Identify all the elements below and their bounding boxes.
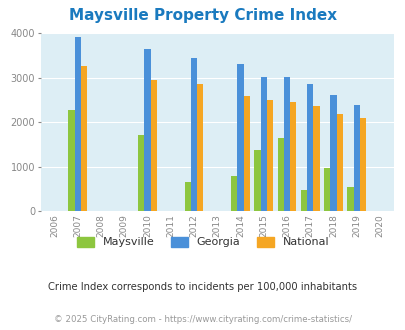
Bar [150,80,156,211]
Bar [283,77,289,211]
Bar [306,84,313,211]
Text: © 2025 CityRating.com - https://www.cityrating.com/crime-statistics/: © 2025 CityRating.com - https://www.city… [54,315,351,324]
Bar [323,168,329,211]
Bar [184,182,190,211]
Bar [230,177,237,211]
Text: Maysville Property Crime Index: Maysville Property Crime Index [69,8,336,23]
Bar [266,100,273,211]
Bar [243,96,249,211]
Bar [138,135,144,211]
Bar [336,114,342,211]
Bar [144,49,150,211]
Bar [75,37,81,211]
Bar [359,118,365,211]
Bar [346,187,353,211]
Bar [289,102,296,211]
Bar [313,106,319,211]
Bar [260,77,266,211]
Legend: Maysville, Georgia, National: Maysville, Georgia, National [72,232,333,252]
Bar [190,58,196,211]
Bar [329,95,336,211]
Text: Crime Index corresponds to incidents per 100,000 inhabitants: Crime Index corresponds to incidents per… [48,282,357,292]
Bar [68,110,75,211]
Bar [300,190,306,211]
Bar [254,150,260,211]
Bar [196,84,203,211]
Bar [277,138,283,211]
Bar [237,64,243,211]
Bar [81,66,87,211]
Bar [353,105,359,211]
